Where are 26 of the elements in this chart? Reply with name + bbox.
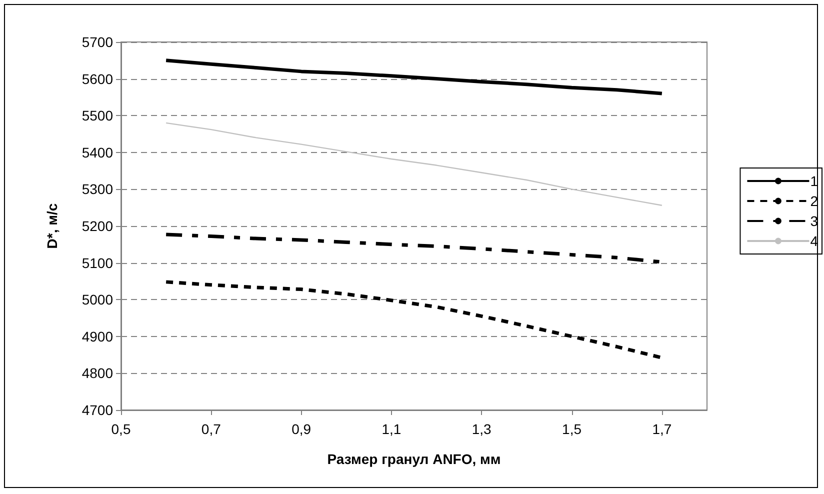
legend-label: 4	[810, 233, 818, 249]
x-axis-title: Размер гранул ANFO, мм	[327, 451, 501, 467]
y-tick-label: 5200	[82, 218, 114, 234]
x-tick-label: 1,5	[562, 421, 582, 437]
y-tick-label: 4900	[82, 328, 114, 344]
line-series	[164, 58, 664, 96]
y-tick-label: 5300	[82, 181, 114, 198]
x-tick-label: 0,5	[111, 421, 131, 437]
x-tick-label: 1,7	[652, 421, 672, 437]
x-tick-label: 0,9	[292, 421, 312, 437]
y-tick-label: 5400	[82, 144, 114, 160]
legend-label: 3	[810, 213, 818, 229]
y-axis-title: D*, м/с	[44, 203, 60, 249]
y-tick-label: 4800	[82, 365, 114, 382]
y-tick-label: 5500	[82, 108, 114, 124]
y-tick-label: 4700	[82, 402, 114, 418]
x-tick-label: 1,3	[472, 421, 492, 437]
y-tick-label: 5600	[82, 70, 114, 87]
x-tick-label: 0,7	[201, 421, 222, 437]
line-series	[165, 122, 663, 206]
y-tick-label: 5000	[82, 292, 114, 308]
legend-label: 1	[810, 173, 818, 189]
legend-label: 2	[810, 193, 818, 209]
x-tick-label: 1,1	[382, 421, 402, 437]
y-tick-label: 5700	[82, 34, 114, 50]
y-tick-label: 5100	[82, 254, 114, 271]
